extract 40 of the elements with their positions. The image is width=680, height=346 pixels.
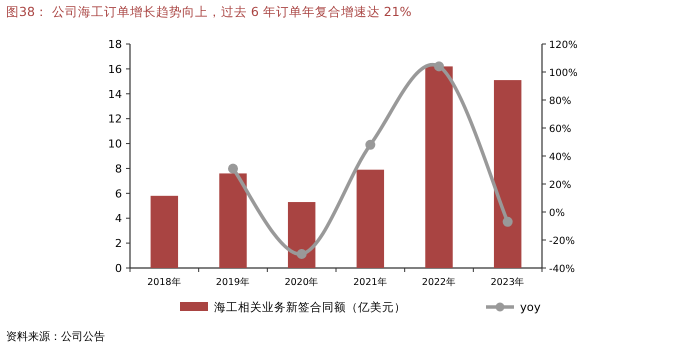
y-tick-label: 10 (108, 138, 122, 151)
point (502, 216, 513, 227)
bar (150, 196, 178, 268)
y-tick-label: 12 (108, 112, 122, 126)
y-tick-label: 8 (115, 162, 122, 176)
bar (494, 80, 522, 268)
x-tick-label: 2020年 (284, 276, 319, 288)
x-tick-label: 2018年 (147, 276, 182, 288)
y2-tick-label: 120% (549, 40, 578, 51)
point (365, 140, 376, 150)
x-tick-label: 2019年 (216, 276, 250, 288)
y-tick-label: 14 (108, 88, 122, 101)
x-tick-label: 2021年 (353, 276, 388, 288)
y2-tick-label: -40% (549, 264, 575, 275)
y-tick-label: 2 (115, 237, 122, 250)
x-tick-label: 2023年 (490, 276, 525, 288)
y2-tick-label: 60% (549, 124, 572, 135)
y-tick-label: 6 (115, 187, 122, 200)
legend-label: yoy (520, 300, 541, 314)
y-tick-label: 16 (108, 62, 122, 76)
bar (356, 170, 384, 268)
y2-tick-label: 0% (549, 208, 565, 219)
bar (288, 202, 316, 268)
bar (425, 66, 453, 268)
y2-tick-label: 80% (549, 96, 572, 107)
y-tick-label: 4 (115, 212, 122, 226)
point (228, 164, 238, 174)
y2-tick-label: -20% (549, 236, 575, 247)
y2-tick-label: 20% (549, 180, 572, 191)
point (296, 249, 307, 259)
legend-label: 海工相关业务新签合同额（亿美元） (214, 300, 406, 314)
y-tick-label: 18 (108, 38, 122, 51)
chart-title: 图38： 公司海工订单增长趋势向上，过去 6 年订单年复合增速达 21% (6, 4, 412, 19)
text: 资料来源：公司公告 (6, 330, 105, 343)
bar (219, 173, 247, 268)
x-tick-label: 2022年 (422, 276, 456, 288)
y-tick-label: 0 (115, 262, 122, 275)
y2-tick-label: 100% (549, 68, 578, 79)
y2-tick-label: 40% (549, 152, 572, 163)
point (434, 61, 444, 72)
